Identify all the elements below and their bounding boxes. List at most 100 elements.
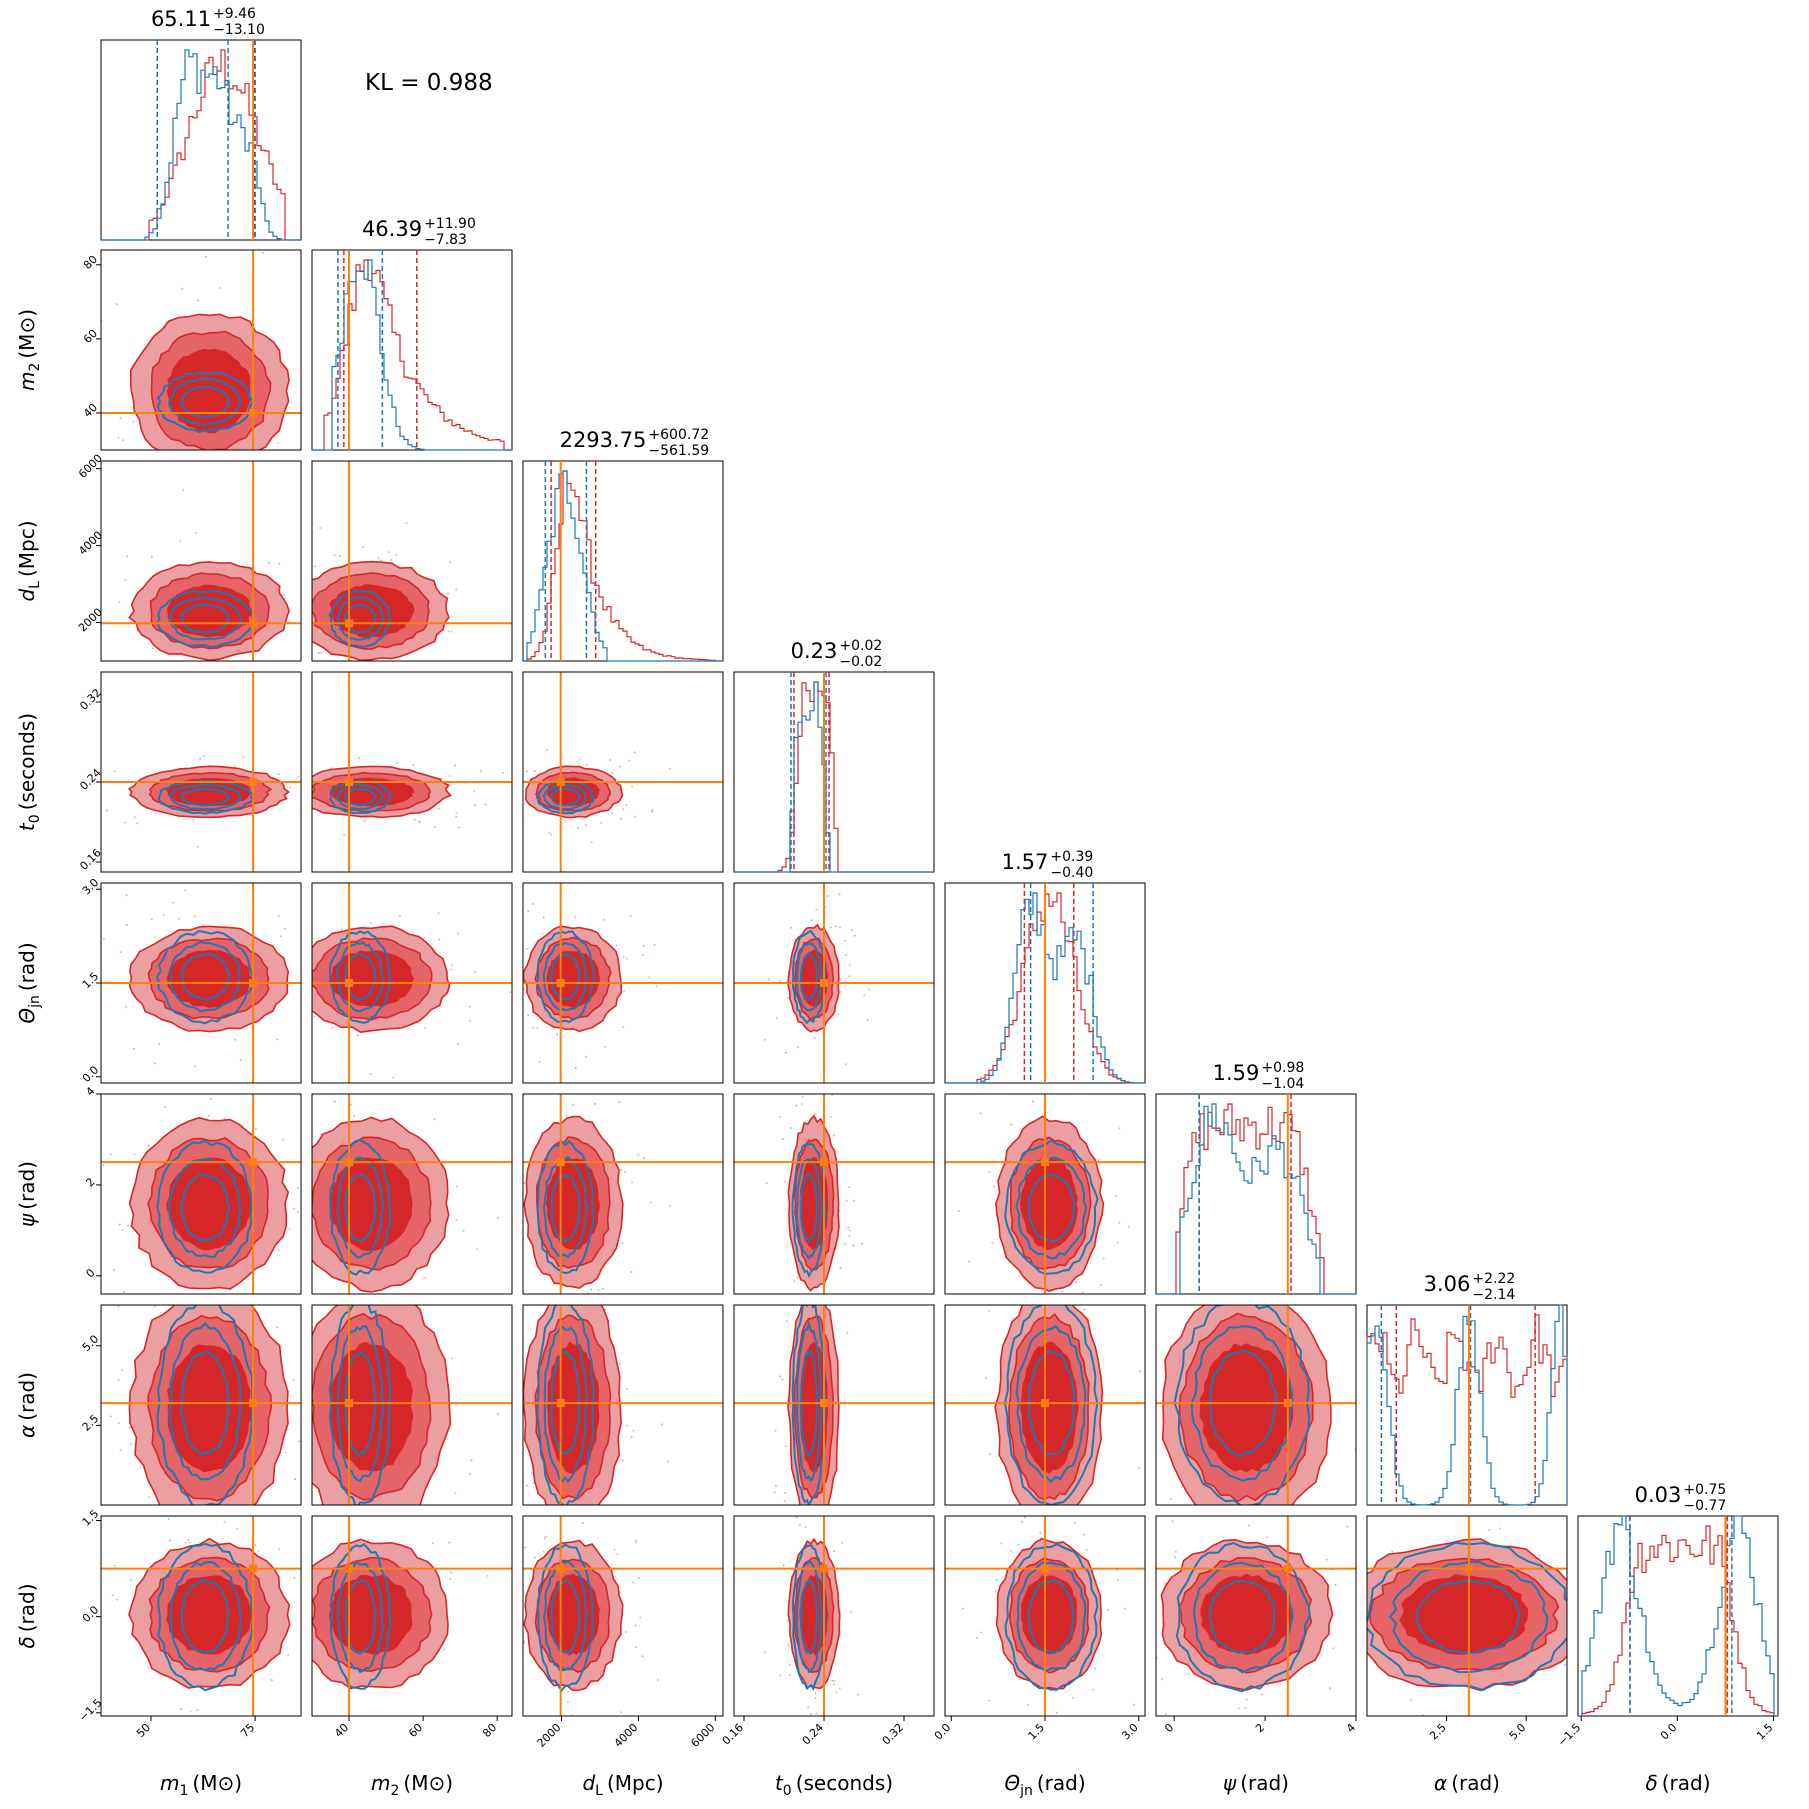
sample-point xyxy=(382,922,385,925)
sample-point xyxy=(392,1717,394,1719)
sample-point xyxy=(1325,1558,1328,1561)
contour-blue-m1-dL-1 xyxy=(168,596,242,641)
sample-point xyxy=(856,1693,859,1696)
sample-point xyxy=(473,804,476,807)
sample-point xyxy=(569,1303,571,1305)
x-axis-label-thetajn: Θjn (rad) xyxy=(1004,1771,1085,1799)
sample-point xyxy=(278,1548,281,1551)
sample-point xyxy=(1261,1693,1264,1696)
sample-point xyxy=(781,1138,784,1141)
sample-point xyxy=(979,1112,982,1115)
sample-point xyxy=(366,1539,369,1542)
sample-point xyxy=(117,1305,120,1308)
sample-point xyxy=(1538,1554,1541,1557)
sample-point xyxy=(1266,1536,1269,1539)
sample-point xyxy=(304,1411,306,1413)
sample-point xyxy=(988,1309,991,1312)
sample-point xyxy=(450,968,453,971)
x-tick-label-delta: 1.5 xyxy=(1754,1721,1776,1743)
truth-marker xyxy=(820,1399,828,1408)
sample-point xyxy=(296,1210,299,1213)
sample-point xyxy=(298,1440,301,1443)
sample-point xyxy=(1023,1516,1026,1519)
sample-point xyxy=(392,1076,395,1079)
sample-point xyxy=(152,665,154,667)
sample-point xyxy=(362,1784,364,1786)
sample-point xyxy=(621,1241,624,1244)
contour-blue-thetajn-psi-0 xyxy=(1004,1138,1099,1275)
sample-point xyxy=(233,765,236,768)
contour-blue-m1-delta-1 xyxy=(169,1560,242,1672)
pair-content xyxy=(1156,1232,1375,1505)
sample-point xyxy=(1164,1582,1167,1585)
sample-point xyxy=(839,1267,842,1270)
diag-panel-alpha: 3.06 +2.22−2.14 xyxy=(1366,1271,1568,1506)
sample-point xyxy=(1061,1290,1064,1293)
sample-point xyxy=(807,1706,810,1709)
sample-point xyxy=(634,1624,637,1627)
title-plus-thetajn: +0.39 xyxy=(1050,849,1093,865)
sample-point xyxy=(182,489,185,492)
pair-panel-dL-thetajn xyxy=(522,882,724,1084)
sample-point xyxy=(193,1065,196,1068)
sample-point xyxy=(793,1280,796,1283)
sample-point xyxy=(1568,1620,1570,1622)
sample-point xyxy=(1373,1232,1375,1234)
sample-point xyxy=(126,555,129,558)
pair-content xyxy=(306,883,512,1083)
sample-point xyxy=(581,1521,584,1524)
sample-point xyxy=(158,1043,161,1046)
sample-point xyxy=(804,1526,807,1529)
sample-point xyxy=(632,1581,635,1584)
panel-frame xyxy=(1366,1515,1568,1717)
x-tick-label-delta: −1.5 xyxy=(1555,1721,1583,1749)
sample-point xyxy=(339,554,342,557)
sample-point xyxy=(629,915,632,918)
sample-point xyxy=(306,888,308,890)
sample-point xyxy=(188,1541,191,1544)
pair-content xyxy=(304,1305,512,1505)
truth-marker xyxy=(249,408,258,417)
hist-red-thetajn xyxy=(945,892,1145,1084)
sample-point xyxy=(994,1589,997,1592)
contour-red-thetajn-delta-2 xyxy=(1021,1575,1078,1655)
contour-blue-m1-dL-0 xyxy=(156,589,254,648)
hist-red-dL xyxy=(523,470,723,662)
sample-point xyxy=(61,1083,63,1085)
sample-point xyxy=(1174,1550,1177,1553)
contour-blue-m1-thetajn-1 xyxy=(168,941,241,1013)
sample-point xyxy=(102,1164,105,1167)
hist-blue-dL xyxy=(523,470,723,662)
sample-point xyxy=(1151,1545,1153,1547)
sample-point xyxy=(128,1426,131,1429)
sample-point xyxy=(615,944,618,947)
diag-panel-thetajn: 1.57 +0.39−0.40 xyxy=(944,849,1146,1084)
sample-point xyxy=(526,1484,529,1487)
sample-point xyxy=(123,821,126,824)
sample-point xyxy=(593,1102,596,1105)
sample-point xyxy=(785,1445,788,1448)
sample-point xyxy=(1237,1707,1240,1710)
sample-point xyxy=(1391,1550,1394,1553)
diag-panel-t0: 0.23 +0.02−0.02 xyxy=(733,638,935,873)
x-tick-label-thetajn: 1.5 xyxy=(1026,1721,1048,1743)
sample-point xyxy=(363,820,366,823)
sample-point xyxy=(223,1520,226,1523)
y-tick-label-m2: 40 xyxy=(81,401,100,420)
sample-point xyxy=(277,773,280,776)
sample-point xyxy=(209,1097,212,1100)
sample-point xyxy=(1245,1698,1248,1701)
pair-content xyxy=(312,672,512,872)
sample-point xyxy=(590,841,593,844)
sample-point xyxy=(171,901,174,904)
sample-point xyxy=(1082,1533,1085,1536)
sample-point xyxy=(625,1424,628,1427)
sample-point xyxy=(446,592,449,595)
sample-point xyxy=(531,902,534,905)
sample-point xyxy=(239,1058,242,1061)
y-tick-label-delta: −1.5 xyxy=(76,1696,104,1724)
truth-marker xyxy=(556,778,565,786)
sample-point xyxy=(866,1019,869,1022)
sample-point xyxy=(113,1564,116,1567)
sample-point xyxy=(1148,1535,1150,1537)
